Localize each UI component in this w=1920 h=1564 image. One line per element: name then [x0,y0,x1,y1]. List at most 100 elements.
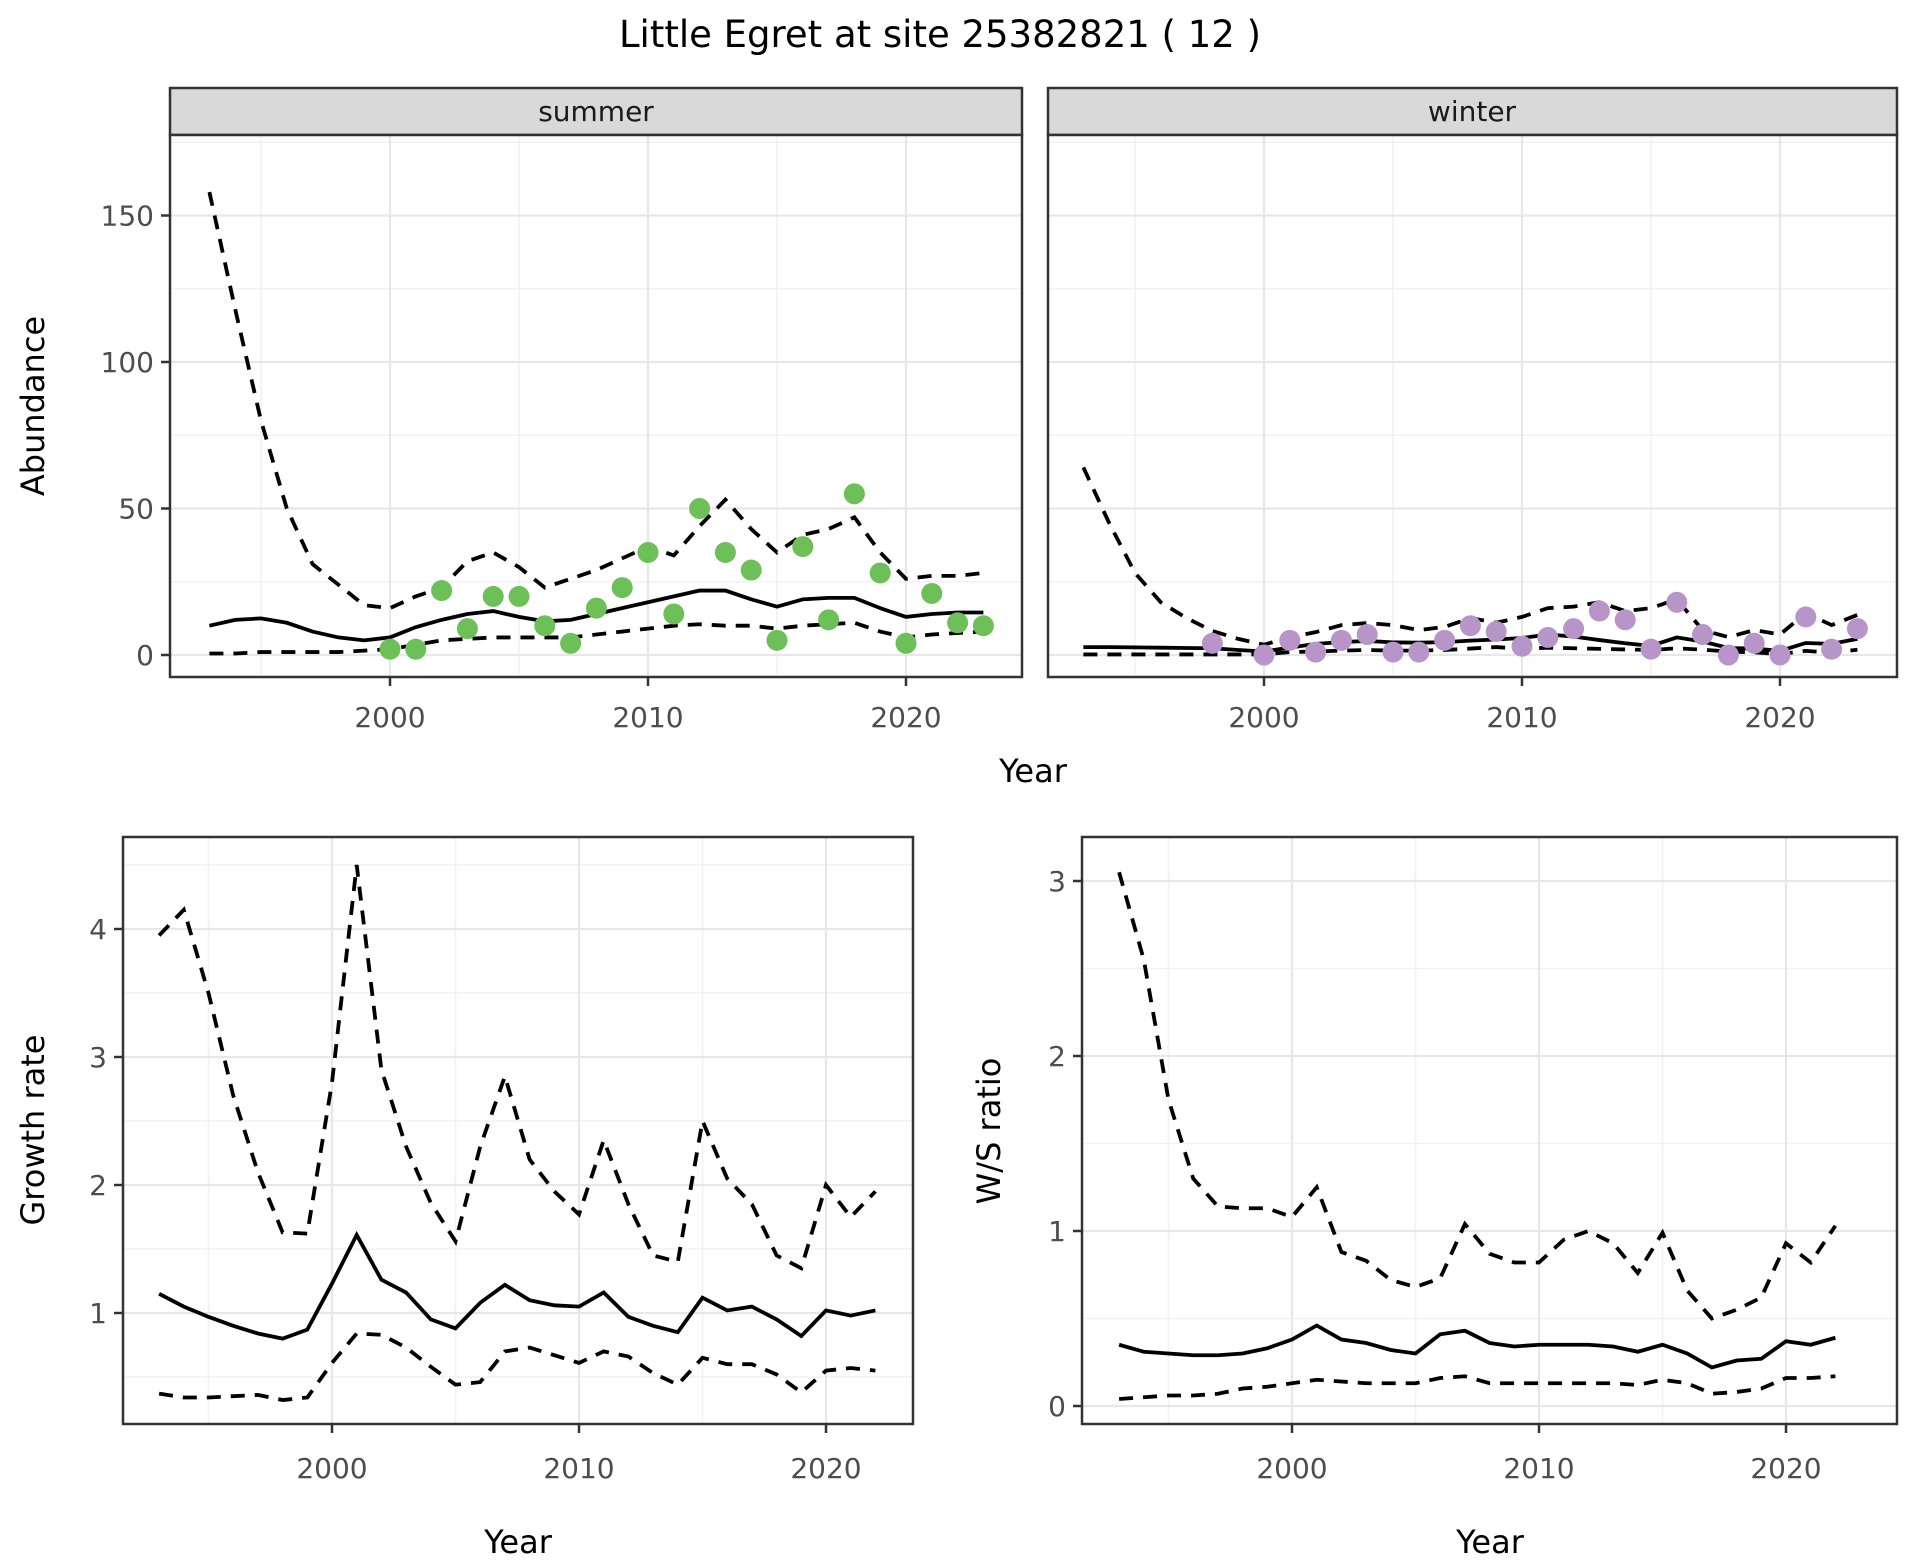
winter-observation-point [1692,623,1714,645]
growth-rate-x-tick-label: 2010 [543,1452,614,1485]
summer-panel: 2000 2010 2020 0 50 100 150 [101,133,1024,734]
ws-ratio-x-tick-label: 2000 [1256,1452,1327,1485]
winter-panel: 2000 2010 2020 [1046,133,1899,734]
summer-observation-point [714,541,736,563]
ws-ratio-major-gridlines [1082,837,1897,1424]
y-axis-title-abundance: Abundance [14,316,52,496]
ws-ratio-upper-ci-line [1117,871,1837,1321]
growth-rate-x-axis: 2000 2010 2020 [296,1424,862,1485]
winter-observation-point [1279,629,1301,651]
winter-observation-point [1330,629,1352,651]
winter-observation-point [1305,641,1327,663]
summer-observation-point [947,612,969,634]
summer-observation-point [379,638,401,660]
ws-ratio-panel: 2000 2010 2020 0 1 2 3 [1048,835,1899,1485]
winter-observation-point [1563,618,1585,640]
summer-observation-point [869,562,891,584]
winter-minor-gridlines [1048,135,1897,677]
growth-rate-fit-line [158,1230,876,1341]
summer-x-tick-label: 2000 [354,701,425,734]
winter-panel-bg [1048,135,1897,677]
winter-x-tick-label: 2000 [1228,701,1299,734]
growth-rate-panel-border [121,835,915,1426]
growth-rate-y-tick-label: 3 [89,1041,107,1074]
summer-observation-point [663,603,685,625]
summer-observation-point [456,618,478,640]
ws-ratio-y-tick-label: 0 [1048,1390,1066,1423]
x-axis-title-year-bottom-right: Year [1455,1523,1525,1560]
ws-ratio-y-axis: 0 1 2 3 [1048,865,1082,1423]
winter-observation-point [1614,609,1636,631]
ws-ratio-y-tick-label: 1 [1048,1215,1066,1248]
y-axis-title-growth-rate: Growth rate [14,1035,52,1226]
summer-observation-point [895,632,917,654]
summer-observation-point [585,597,607,619]
winter-observation-point [1769,644,1791,666]
ws-ratio-x-tick-label: 2010 [1503,1452,1574,1485]
winter-observation-point [1408,641,1430,663]
summer-observation-point [972,615,994,637]
summer-observation-point [405,638,427,660]
summer-observation-point [482,585,504,607]
growth-rate-major-gridlines [123,837,913,1424]
summer-observation-point [689,498,711,519]
ws-ratio-x-axis: 2000 2010 2020 [1256,1424,1822,1485]
summer-observation-point [611,577,633,599]
winter-panel-border [1046,133,1899,679]
summer-observation-point [921,582,943,604]
summer-observation-point [431,580,453,602]
winter-observation-point [1485,621,1507,643]
growth-rate-y-tick-label: 4 [89,913,107,946]
winter-x-axis: 2000 2010 2020 [1228,677,1816,734]
winter-observation-point [1717,644,1739,666]
growth-rate-x-tick-label: 2000 [296,1452,367,1485]
winter-observation-point [1434,629,1456,651]
ws-ratio-lower-ci-line [1118,1374,1836,1401]
winter-observation-point [1743,632,1765,654]
winter-observation-points [1201,591,1868,666]
winter-x-tick-label: 2020 [1744,701,1815,734]
winter-lower-ci-line [1083,645,1858,657]
summer-observation-point [766,629,788,651]
ws-ratio-panel-border [1080,835,1899,1426]
ws-ratio-panel-bg [1082,837,1897,1424]
winter-observation-point [1382,641,1404,663]
winter-observation-point [1537,626,1559,648]
winter-observation-point [1821,638,1843,660]
summer-panel-border [168,133,1024,679]
summer-lower-ci-line [209,620,984,656]
summer-x-tick-label: 2020 [870,701,941,734]
y-axis-title-ws-ratio: W/S ratio [970,1058,1008,1205]
ws-ratio-y-tick-label: 2 [1048,1040,1066,1073]
summer-observation-points [379,483,994,660]
summer-observation-point [740,559,762,581]
growth-rate-minor-gridlines [123,837,913,1424]
summer-observation-point [818,609,840,631]
growth-rate-panel: 2000 2010 2020 1 2 3 4 [89,835,915,1485]
summer-y-tick-label: 0 [136,639,154,672]
winter-observation-point [1666,591,1688,613]
winter-observation-point [1640,638,1662,660]
growth-rate-y-tick-label: 2 [89,1169,107,1202]
winter-major-gridlines [1048,135,1897,677]
x-axis-title-year-top: Year [998,752,1068,790]
winter-observation-point [1253,644,1275,666]
summer-y-tick-label: 100 [101,346,154,379]
summer-observation-point [508,585,530,607]
winter-observation-point [1588,600,1610,622]
growth-rate-lower-ci-line [158,1331,876,1402]
facet-strip-winter: winter [1046,86,1899,137]
winter-observation-point [1511,635,1533,657]
winter-observation-point [1795,606,1817,628]
winter-observation-point [1201,632,1223,654]
winter-observation-point [1356,623,1378,645]
winter-x-tick-label: 2010 [1486,701,1557,734]
summer-x-tick-label: 2010 [612,701,683,734]
growth-rate-y-tick-label: 1 [89,1297,107,1330]
summer-observation-point [792,536,814,558]
x-axis-title-year-bottom-left: Year [483,1523,553,1560]
facet-strip-winter-bg [1046,86,1899,137]
summer-y-tick-label: 50 [118,493,154,526]
ws-ratio-y-tick-label: 3 [1048,865,1066,898]
